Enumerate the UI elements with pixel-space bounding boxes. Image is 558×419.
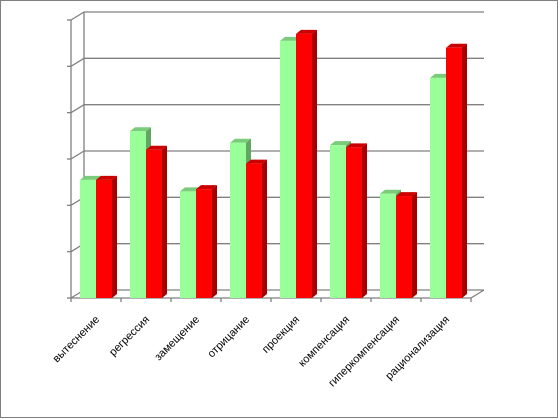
bar-front — [180, 191, 196, 298]
bar-top — [146, 145, 167, 150]
bar-2-замещение — [196, 185, 217, 298]
category-label: замещение — [152, 314, 202, 364]
gridline-side — [70, 150, 85, 160]
bar-2-гиперкомпенсация — [396, 192, 417, 298]
bar-top — [196, 185, 217, 190]
bar-top — [280, 36, 301, 41]
gridline-side — [70, 11, 85, 21]
bar-2-вытеснение — [96, 175, 117, 298]
bar-top — [380, 189, 401, 194]
bar-top — [230, 138, 251, 143]
bar-top — [430, 73, 451, 78]
bar-2-компенсация — [346, 143, 367, 298]
bar-front — [296, 33, 312, 299]
bar-2-регрессия — [146, 145, 167, 298]
bar-2-рационализация — [446, 43, 467, 298]
category-label: проекция — [260, 314, 302, 356]
bar-front — [80, 179, 96, 298]
bar-side — [362, 143, 367, 298]
category-labels: вытеснение регрессия замещение отрицание про… — [51, 314, 453, 390]
bar-2-проекция — [296, 29, 317, 299]
bar-top — [346, 143, 367, 148]
bar-top — [330, 141, 351, 146]
axes — [67, 12, 485, 302]
bar-side — [462, 43, 467, 298]
bars — [80, 29, 467, 299]
bar-front — [230, 142, 246, 298]
category-label: отрицание — [205, 314, 252, 361]
bar-front — [130, 131, 146, 298]
bar-front — [196, 189, 212, 298]
bar-side — [262, 159, 267, 298]
bar-side — [412, 192, 417, 298]
bar-side — [162, 145, 167, 298]
gridline-side — [70, 104, 85, 114]
bar-front — [280, 40, 296, 298]
bar-side — [312, 29, 317, 299]
bar-top — [296, 29, 317, 34]
bar-front — [96, 179, 112, 298]
category-label: регрессия — [107, 314, 152, 359]
gridline-side — [70, 57, 85, 67]
bar-front — [146, 149, 162, 298]
bar-side — [112, 175, 117, 298]
bar-side — [212, 185, 217, 298]
bar-front — [396, 196, 412, 298]
bar-top — [246, 159, 267, 164]
bar-front — [246, 163, 262, 298]
bar-top — [130, 127, 151, 132]
floor-right-edge — [470, 289, 485, 299]
bar-front — [446, 47, 462, 298]
bar-top — [96, 175, 117, 180]
bar-front — [346, 147, 362, 298]
bar-2-отрицание — [246, 159, 267, 298]
bar-front — [380, 193, 396, 298]
bar-top — [180, 187, 201, 192]
bar-front — [330, 145, 346, 298]
bar-top — [446, 43, 467, 48]
bar-top — [396, 192, 417, 197]
category-label: вытеснение — [51, 314, 102, 365]
bar-front — [430, 77, 446, 299]
category-label: компенсация — [296, 314, 352, 370]
bar-top — [80, 175, 101, 180]
